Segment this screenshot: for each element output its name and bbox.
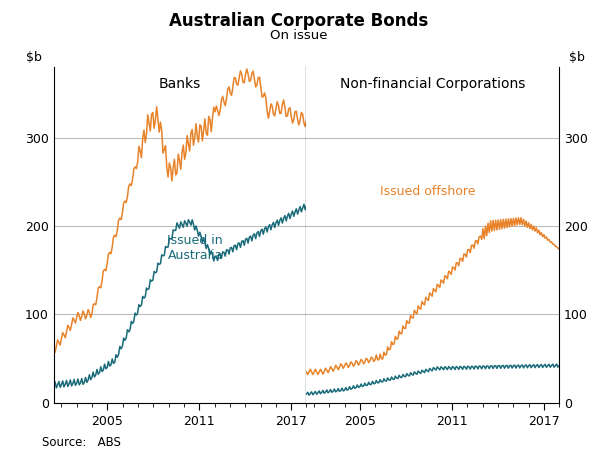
Text: Issued offshore: Issued offshore [380, 185, 475, 198]
Text: Australian Corporate Bonds: Australian Corporate Bonds [169, 12, 429, 30]
Text: Banks: Banks [159, 77, 202, 91]
Text: Issued in
Australia: Issued in Australia [167, 234, 223, 263]
Text: Source:   ABS: Source: ABS [42, 436, 121, 449]
Text: $b: $b [569, 51, 584, 64]
Text: Non-financial Corporations: Non-financial Corporations [340, 77, 526, 91]
Text: $b: $b [26, 51, 42, 64]
Text: On issue: On issue [270, 29, 328, 42]
